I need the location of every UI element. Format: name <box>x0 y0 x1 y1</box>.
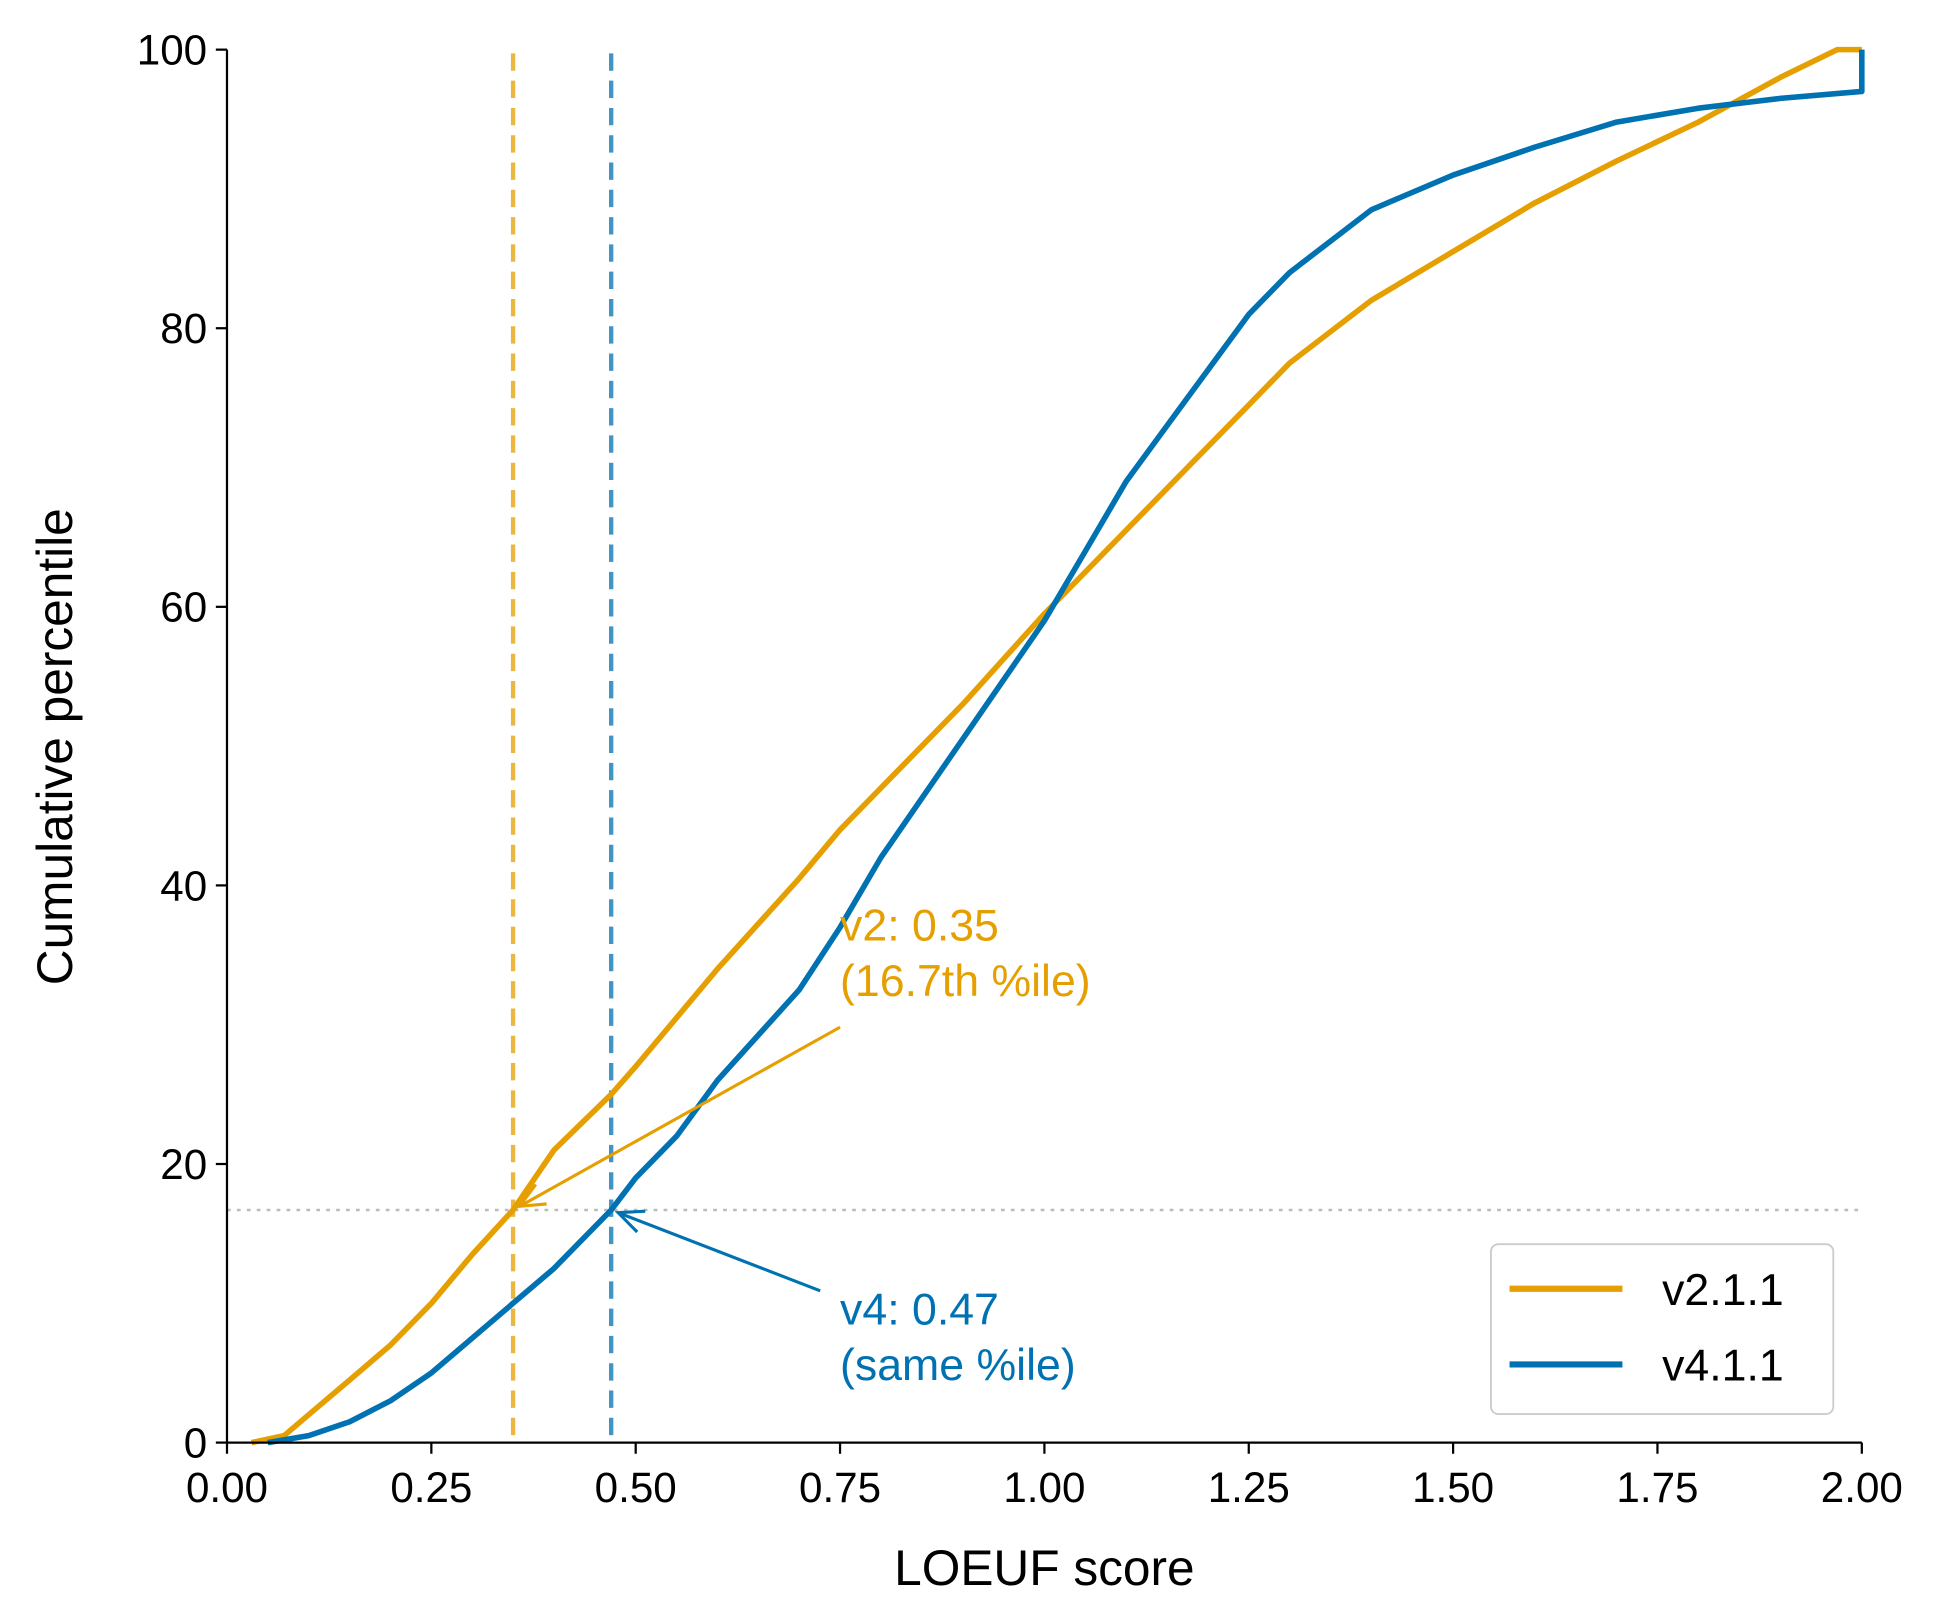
arrowhead-icon <box>516 1183 547 1209</box>
y-tick-label: 40 <box>160 862 207 909</box>
annotation-text: (16.7th %ile) <box>840 957 1091 1006</box>
x-tick-label: 0.00 <box>186 1464 268 1511</box>
x-tick-label: 1.50 <box>1412 1464 1494 1511</box>
x-tick-label: 1.00 <box>1003 1464 1085 1511</box>
y-tick-label: 20 <box>160 1141 207 1188</box>
y-tick-label: 60 <box>160 584 207 631</box>
annotation-arrow <box>617 1211 821 1293</box>
legend: v2.1.1 v4.1.1 <box>1490 1243 1835 1415</box>
x-tick-label: 0.25 <box>390 1464 472 1511</box>
x-tick-label: 2.00 <box>1821 1464 1903 1511</box>
y-tick-label: 100 <box>137 27 207 74</box>
x-tick-label: 1.75 <box>1616 1464 1698 1511</box>
y-axis-label: Cumulative percentile <box>27 508 83 985</box>
series-line-v2.1.1 <box>250 46 1862 1446</box>
x-axis-label: LOEUF score <box>894 1540 1195 1596</box>
series-line-v4.1.1 <box>267 49 1865 1446</box>
annotation-text: v2: 0.35 <box>840 901 999 950</box>
annotation-text: (same %ile) <box>840 1341 1076 1390</box>
annotation-text: v4: 0.47 <box>840 1285 999 1334</box>
arrowhead-icon <box>614 1209 646 1234</box>
x-tick-label: 0.75 <box>799 1464 881 1511</box>
y-tick-label: 80 <box>160 305 207 352</box>
x-tick-label: 0.50 <box>595 1464 677 1511</box>
legend-label-v2: v2.1.1 <box>1662 1266 1784 1315</box>
x-tick-label: 1.25 <box>1208 1464 1290 1511</box>
legend-label-v4: v4.1.1 <box>1662 1342 1784 1391</box>
y-tick-label: 0 <box>184 1419 207 1466</box>
annotation-arrow <box>518 1025 841 1208</box>
